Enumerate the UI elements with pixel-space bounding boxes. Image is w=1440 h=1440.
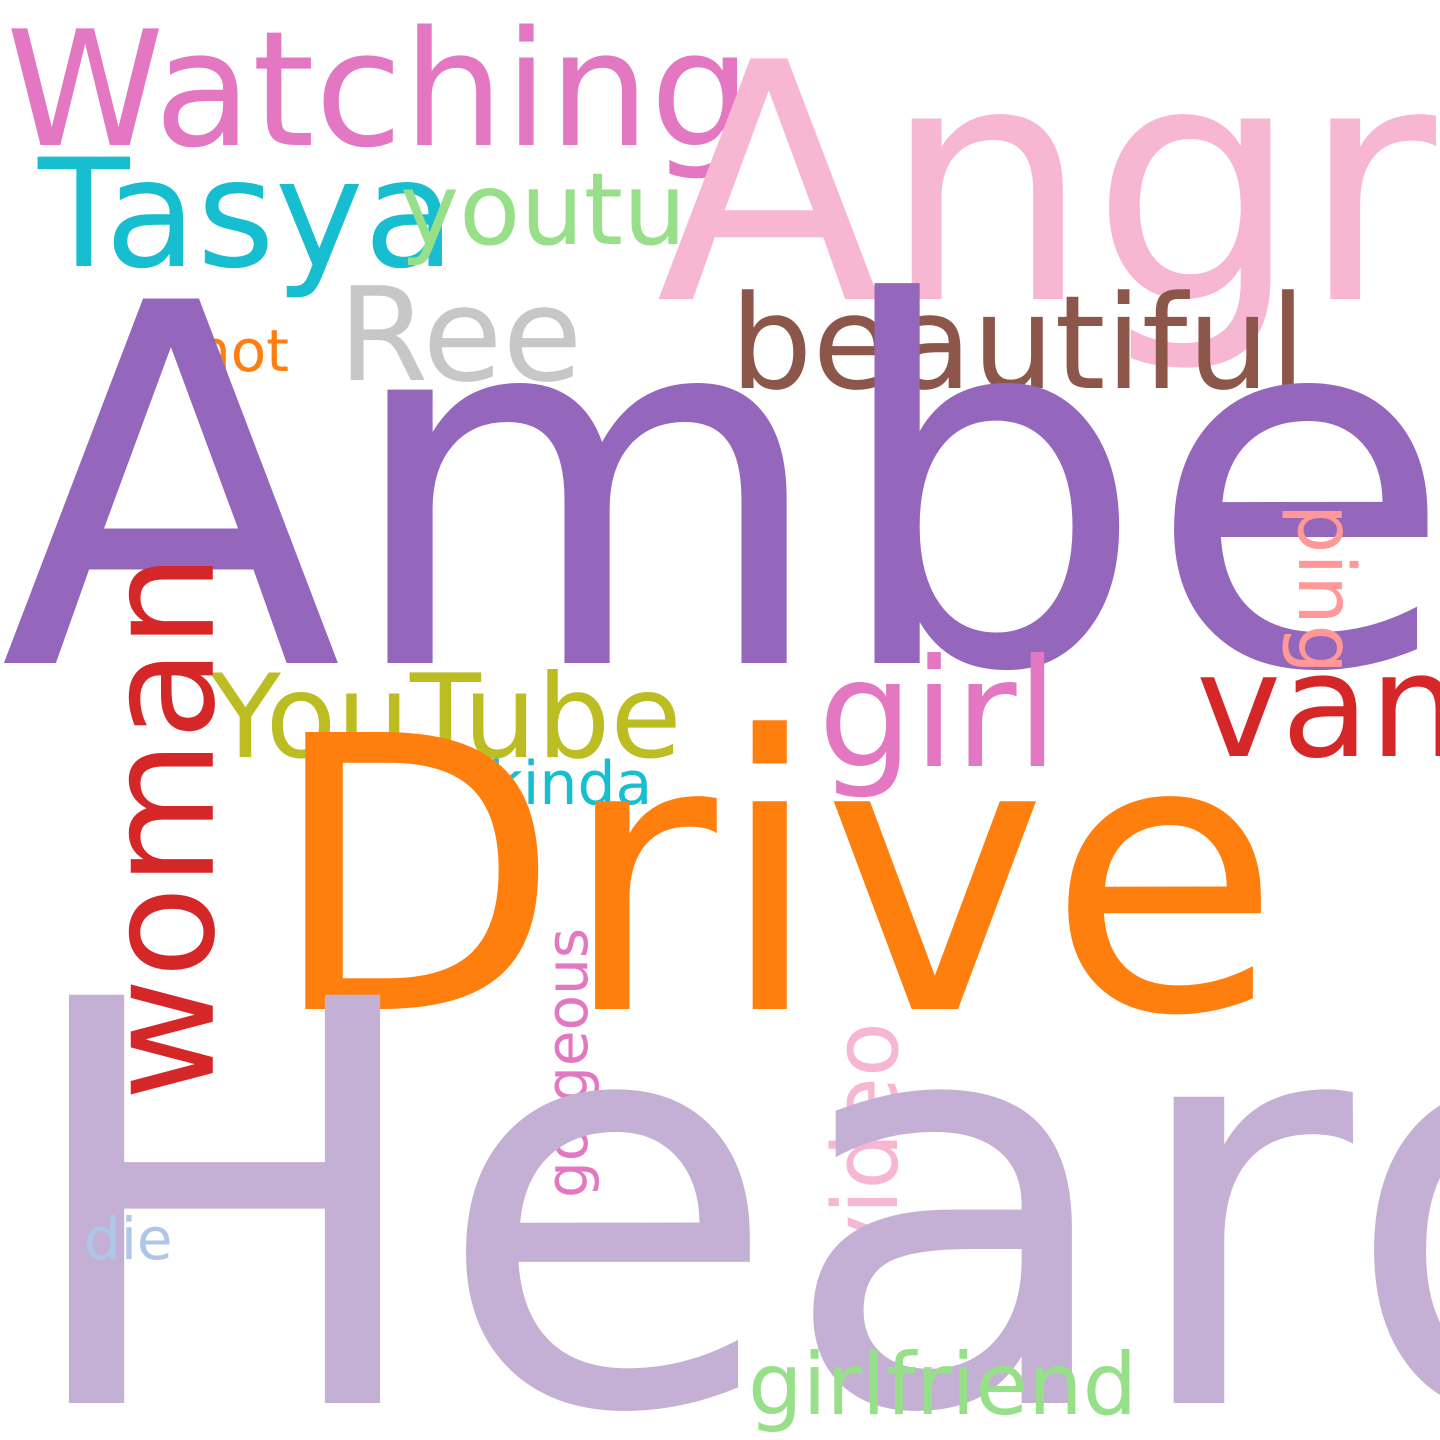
word-youtu: youtu	[400, 151, 687, 268]
word-angry: Angry	[656, 0, 1440, 377]
word-kinda: kinda	[488, 749, 653, 819]
word-van: van	[1196, 622, 1440, 790]
word-ree: Ree	[338, 259, 583, 411]
word-beautiful: beautiful	[730, 267, 1306, 419]
word-hot: hot	[194, 317, 289, 385]
word-youtube: YouTube	[210, 650, 682, 785]
word-tasya: Tasya	[38, 128, 456, 302]
word-girl: girl	[818, 628, 1059, 802]
word-watching: Watching	[6, 0, 752, 183]
word-amber: Amber	[0, 199, 1440, 781]
word-die: die	[84, 1205, 173, 1273]
word-drive: Drive	[268, 656, 1282, 1099]
word-girlfriend: girlfriend	[748, 1335, 1138, 1435]
